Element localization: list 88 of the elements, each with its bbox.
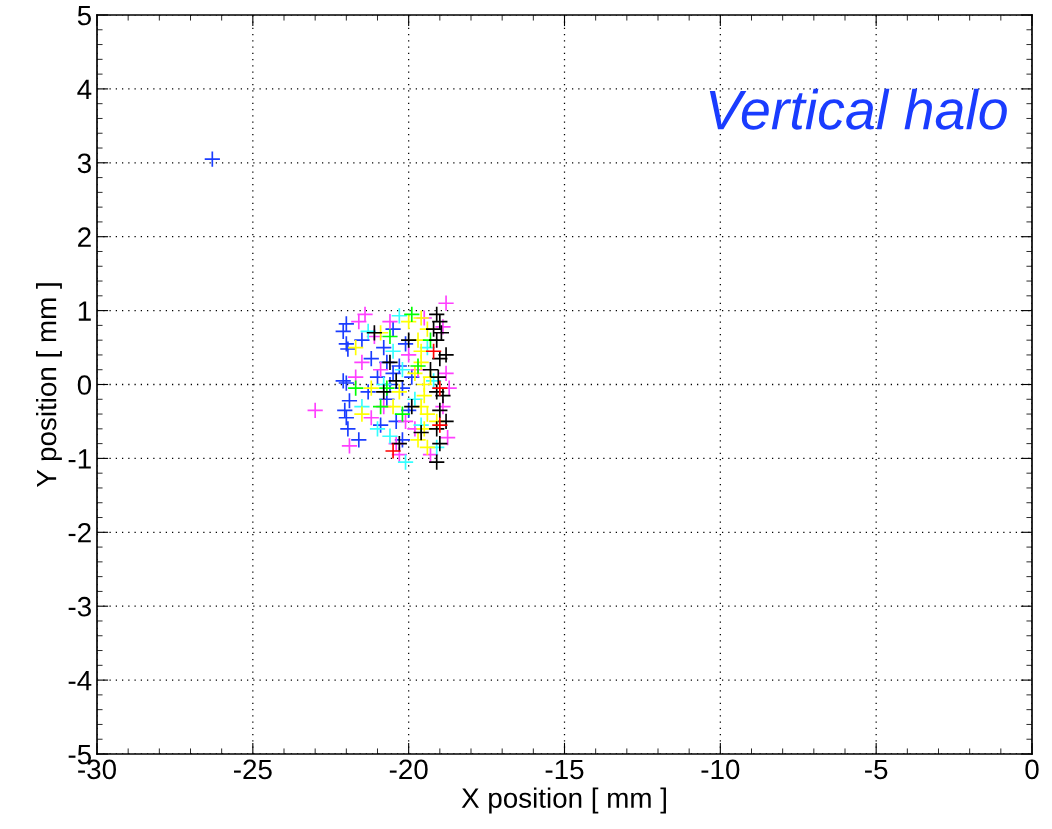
y-tick-label: 5: [77, 5, 91, 26]
point: [378, 379, 396, 397]
point: [437, 364, 455, 382]
point: [350, 431, 368, 449]
point: [381, 313, 399, 331]
point: [409, 357, 427, 375]
point: [203, 150, 221, 168]
point: [334, 322, 352, 340]
point: [339, 340, 357, 358]
point: [418, 438, 436, 456]
point: [365, 324, 383, 342]
point: [337, 409, 355, 427]
point: [403, 368, 421, 386]
point: [359, 322, 377, 340]
point: [347, 339, 365, 356]
point: [437, 346, 455, 364]
point: [431, 416, 449, 434]
point: [390, 307, 408, 325]
y-tick-label: -2: [68, 522, 91, 543]
point: [425, 342, 443, 360]
y-tick-label: 3: [77, 153, 91, 174]
y-tick-label: 0: [77, 375, 92, 395]
point: [422, 361, 439, 379]
point: [387, 372, 405, 390]
point: [428, 453, 446, 471]
y-tick-label: 4: [77, 79, 92, 99]
point: [384, 320, 402, 338]
point: [400, 313, 418, 331]
point: [384, 342, 402, 360]
x-tick-label: -15: [545, 759, 584, 780]
point: [375, 339, 393, 356]
y-tick-label: -4: [68, 671, 92, 691]
point: [409, 431, 427, 449]
point: [434, 387, 452, 405]
point: [359, 383, 377, 401]
point: [353, 353, 371, 371]
point: [353, 331, 371, 349]
y-tick-label: -3: [68, 596, 91, 617]
point: [400, 331, 418, 349]
point: [397, 453, 414, 471]
point: [381, 427, 399, 445]
point: [397, 335, 414, 353]
point: [306, 401, 324, 419]
y-tick-label: -1: [68, 449, 91, 469]
point: [339, 420, 357, 438]
point: [369, 368, 386, 386]
point: [429, 368, 447, 386]
point: [393, 379, 411, 397]
y-axis-title: Y position [ mm ]: [35, 283, 62, 488]
point: [428, 305, 446, 323]
point: [418, 405, 436, 423]
annotation: Vertical halo: [709, 88, 1007, 130]
point: [412, 424, 430, 441]
point: [437, 294, 455, 312]
point: [362, 409, 380, 427]
point: [353, 405, 371, 423]
x-tick-label: 0: [1025, 759, 1039, 780]
point: [362, 379, 380, 397]
point: [403, 305, 421, 323]
point: [337, 315, 355, 333]
x-tick-label: -20: [389, 759, 428, 780]
point: [341, 437, 358, 455]
point: [384, 442, 402, 460]
x-axis-title: X position [ mm ]: [461, 787, 666, 814]
y-tick-label: 2: [78, 227, 91, 247]
point: [375, 383, 393, 401]
point: [415, 387, 433, 405]
point: [422, 446, 439, 464]
point: [347, 379, 365, 397]
point: [362, 350, 380, 368]
x-tick-label: -25: [233, 759, 272, 780]
point: [393, 405, 411, 423]
point: [439, 429, 457, 447]
point: [431, 379, 449, 397]
point: [393, 361, 411, 379]
point: [369, 420, 386, 438]
point: [425, 372, 443, 390]
point: [372, 361, 390, 379]
point: [337, 335, 355, 353]
point: [381, 328, 399, 345]
y-tick-label: 1: [78, 301, 91, 321]
point: [397, 413, 414, 430]
x-tick-label: -5: [865, 759, 888, 780]
point: [406, 390, 424, 408]
point: [372, 416, 390, 434]
point: [390, 383, 408, 401]
x-tick-label: -10: [701, 759, 740, 780]
point: [400, 346, 418, 364]
